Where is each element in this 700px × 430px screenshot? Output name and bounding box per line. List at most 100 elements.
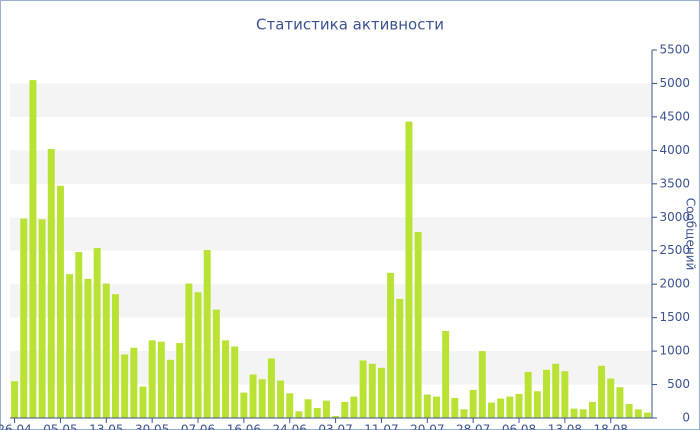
bar (332, 415, 340, 418)
bar (451, 397, 459, 418)
bar (634, 409, 642, 418)
bar (130, 347, 138, 418)
bar (524, 371, 532, 418)
bar (396, 298, 404, 418)
bar (249, 374, 257, 418)
bar (405, 121, 413, 419)
grid-band (10, 83, 652, 117)
bar (240, 392, 248, 418)
bar (212, 309, 220, 418)
x-tick-label: 13.08 (548, 423, 582, 430)
x-tick-label: 03.07 (318, 423, 352, 430)
bar (350, 396, 358, 418)
x-tick-label: 26.04 (0, 423, 32, 430)
y-tick-label: 4500 (659, 109, 690, 123)
bar (56, 185, 64, 418)
bar (469, 389, 477, 418)
bar (561, 371, 569, 418)
bar (432, 396, 440, 418)
bar (579, 409, 587, 418)
bar (38, 219, 46, 418)
x-tick-label: 30.05 (135, 423, 169, 430)
bar (277, 380, 285, 418)
bar (11, 381, 19, 418)
bar (607, 378, 615, 418)
y-tick-label: 1500 (659, 310, 690, 324)
bar (368, 363, 376, 418)
x-tick-label: 20.07 (410, 423, 444, 430)
bar (387, 272, 395, 418)
bar (359, 360, 367, 418)
bar (423, 394, 431, 418)
bar (267, 358, 275, 418)
bar (203, 250, 211, 418)
bar (194, 292, 202, 418)
bar (102, 283, 110, 418)
y-tick-label: 3500 (659, 176, 690, 190)
bar (625, 403, 633, 418)
bar (515, 393, 523, 418)
bar (460, 409, 468, 418)
y-tick-label: 2500 (659, 243, 690, 257)
y-axis-label: Сообщений (684, 198, 698, 271)
bar (157, 341, 165, 418)
bar (414, 231, 422, 418)
bar (543, 369, 551, 418)
bar (552, 363, 560, 418)
grid-band (10, 150, 652, 184)
x-tick-label: 24.06 (273, 423, 307, 430)
x-tick-label: 07.06 (181, 423, 215, 430)
bar (304, 399, 312, 418)
bar (286, 393, 294, 418)
bar (322, 400, 330, 418)
bar (20, 218, 28, 418)
bar (478, 351, 486, 418)
y-tick-label: 4000 (659, 143, 690, 157)
bar (643, 412, 651, 418)
bar (570, 408, 578, 418)
bar (598, 365, 606, 418)
bar (47, 149, 55, 418)
x-tick-label: 05.05 (43, 423, 77, 430)
bar (231, 346, 239, 418)
x-tick-label: 06.08 (502, 423, 536, 430)
y-tick-label: 2000 (659, 277, 690, 291)
bar (295, 411, 303, 418)
y-tick-label: 0 (682, 411, 690, 425)
x-tick-label: 18.08 (594, 423, 628, 430)
bar (497, 398, 505, 418)
y-tick-label: 1000 (659, 344, 690, 358)
grid-band (10, 217, 652, 251)
chart-title: Статистика активности (256, 16, 444, 34)
bar (313, 407, 321, 418)
bar (29, 80, 37, 418)
bar (84, 278, 92, 418)
bar (442, 331, 450, 418)
bar (341, 401, 349, 418)
bar (506, 396, 514, 418)
x-tick-label: 28.07 (456, 423, 490, 430)
bar (75, 252, 83, 418)
bar (588, 401, 596, 418)
bar (167, 359, 174, 418)
bar (616, 387, 624, 418)
x-tick-label: 16.06 (227, 423, 261, 430)
bar (111, 294, 119, 418)
bar (488, 402, 495, 418)
bar (377, 367, 385, 418)
x-tick-label: 13.05 (89, 423, 123, 430)
bar (139, 386, 147, 418)
bar (93, 248, 101, 418)
bar (176, 343, 184, 418)
bar (258, 379, 266, 418)
bar (222, 340, 230, 418)
bar (533, 391, 541, 418)
bar (66, 274, 74, 418)
bar (121, 354, 129, 418)
y-tick-label: 5000 (659, 76, 690, 90)
y-tick-label: 5500 (659, 43, 690, 57)
bar (185, 283, 193, 418)
y-tick-label: 500 (667, 377, 690, 391)
y-tick-label: 3000 (659, 210, 690, 224)
